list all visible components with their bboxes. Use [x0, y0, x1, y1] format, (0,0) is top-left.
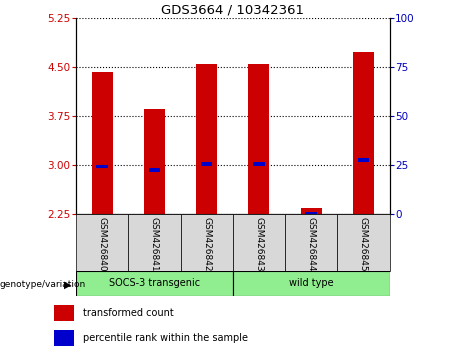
Bar	[201, 162, 213, 166]
Bar	[144, 109, 165, 214]
Bar	[128, 214, 181, 271]
Text: wild type: wild type	[289, 278, 333, 288]
Bar	[233, 214, 285, 271]
Bar	[233, 271, 390, 296]
Bar	[76, 214, 128, 271]
Text: SOCS-3 transgenic: SOCS-3 transgenic	[109, 278, 200, 288]
Bar	[54, 330, 75, 346]
Bar	[337, 214, 390, 271]
Bar	[358, 158, 369, 162]
Text: transformed count: transformed count	[83, 308, 173, 318]
Bar	[92, 72, 112, 214]
Text: GSM426842: GSM426842	[202, 217, 211, 272]
Text: GSM426840: GSM426840	[98, 217, 106, 272]
Bar	[96, 165, 108, 168]
Bar	[76, 271, 233, 296]
Bar	[301, 207, 322, 214]
Text: GSM426843: GSM426843	[254, 217, 263, 272]
Title: GDS3664 / 10342361: GDS3664 / 10342361	[161, 4, 304, 17]
Bar	[248, 64, 269, 214]
Bar	[196, 64, 217, 214]
Bar	[353, 52, 374, 214]
Bar	[181, 214, 233, 271]
Text: GSM426841: GSM426841	[150, 217, 159, 272]
Bar	[306, 212, 317, 216]
Text: GSM426844: GSM426844	[307, 217, 316, 272]
Bar	[54, 305, 75, 321]
Text: GSM426845: GSM426845	[359, 217, 368, 272]
Bar	[149, 169, 160, 172]
Bar	[285, 214, 337, 271]
Text: ▶: ▶	[64, 280, 71, 290]
Bar	[253, 162, 265, 166]
Text: genotype/variation: genotype/variation	[0, 280, 86, 290]
Text: percentile rank within the sample: percentile rank within the sample	[83, 332, 248, 343]
